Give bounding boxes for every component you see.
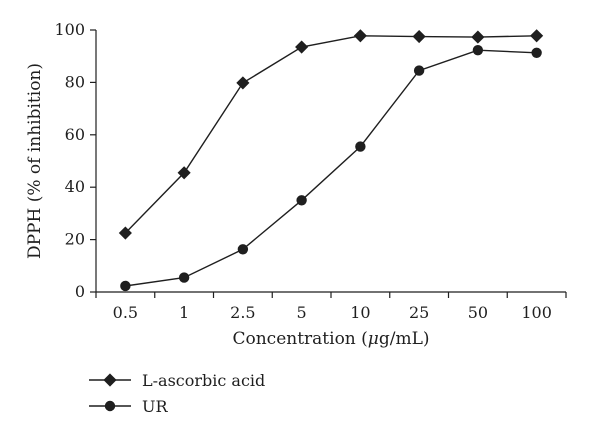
series-1 [118, 29, 544, 240]
x-tick-label: 1 [179, 303, 189, 322]
circle-point [355, 141, 366, 152]
x-ticks: 0.5 1 2.5 5 10 25 50 100 [95, 292, 567, 322]
circle-point [178, 272, 190, 283]
x-axis-label-mu: μ [368, 329, 379, 349]
x-tick-label: 100 [521, 303, 552, 322]
diamond-point [530, 29, 544, 43]
x-tick-label: 50 [468, 303, 488, 322]
circle-point [531, 47, 542, 58]
legend-item: L-ascorbic acid [89, 371, 265, 390]
diamond-point [295, 40, 309, 54]
diamond-point [236, 76, 250, 90]
y-axis-label: DPPH (% of inhibition) [25, 63, 45, 259]
y-tick-label: 80 [65, 72, 85, 91]
series-layer [118, 29, 544, 292]
legend-item: UR [89, 397, 168, 416]
legend-label: L-ascorbic acid [142, 371, 265, 390]
x-axis-label: Concentration (μg/mL) [232, 329, 429, 349]
x-axis-label-unit: g/mL) [379, 329, 430, 349]
y-tick-label: 60 [65, 125, 85, 144]
y-ticks: 0 20 40 60 80 100 [54, 20, 96, 301]
legend: L-ascorbic acid UR [89, 371, 265, 416]
x-tick-label: 10 [350, 303, 370, 322]
diamond-point [118, 226, 132, 240]
diamond-point [177, 166, 191, 180]
legend-label: UR [142, 397, 168, 416]
diamond-point [353, 29, 367, 43]
circle-point [472, 44, 484, 56]
series-line [125, 49, 537, 287]
circle-point [120, 280, 131, 292]
y-tick-label: 100 [54, 20, 85, 39]
circle-point [413, 65, 425, 76]
x-tick-label: 5 [297, 303, 307, 322]
x-tick-label: 2.5 [230, 303, 255, 322]
series-line [124, 35, 537, 234]
diamond-point [412, 29, 426, 44]
x-tick-label: 0.5 [113, 303, 138, 322]
y-tick-label: 0 [75, 282, 85, 301]
y-tick-label: 20 [65, 230, 85, 249]
diamond-point [471, 30, 485, 44]
x-axis-label-main: Concentration ( [232, 329, 367, 349]
legend-diamond-marker [103, 373, 117, 387]
series-2 [120, 44, 542, 292]
circle-point [237, 244, 249, 255]
x-tick-label: 25 [409, 303, 429, 322]
legend-circle-marker [104, 400, 116, 412]
axes [95, 30, 566, 293]
circle-point [296, 195, 307, 206]
y-tick-label: 40 [65, 177, 85, 196]
